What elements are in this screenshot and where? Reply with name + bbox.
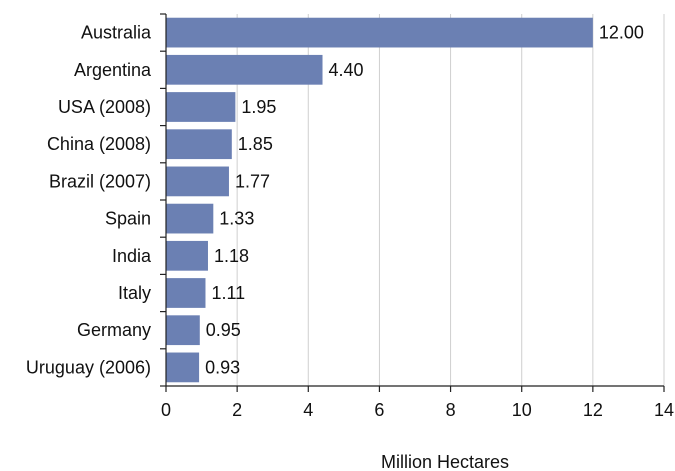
- x-tick-label: 12: [583, 400, 603, 420]
- data-label: 1.33: [219, 209, 254, 229]
- category-label: Brazil (2007): [49, 171, 151, 191]
- data-label: 1.11: [211, 283, 245, 303]
- bar: [166, 352, 200, 383]
- data-label: 1.18: [214, 246, 249, 266]
- data-label: 0.93: [205, 357, 240, 377]
- category-label: Germany: [77, 320, 151, 340]
- x-tick-label: 4: [303, 400, 313, 420]
- category-label: India: [112, 246, 152, 266]
- data-label: 1.77: [235, 171, 270, 191]
- category-label: China (2008): [47, 134, 151, 154]
- bar: [166, 315, 200, 346]
- x-tick-label: 2: [232, 400, 242, 420]
- category-label: Australia: [81, 23, 152, 43]
- bar: [166, 17, 593, 48]
- category-label: Uruguay (2006): [26, 357, 151, 377]
- bars: [166, 17, 593, 383]
- labels: 0 2 4 6 8 10 12 14 Australia 12.00 Argentina 4.40 US…: [26, 23, 674, 420]
- category-label: Spain: [105, 209, 151, 229]
- category-label: Argentina: [74, 60, 152, 80]
- data-label: 0.95: [206, 320, 241, 340]
- gridlines: [160, 13, 665, 392]
- x-tick-label: 0: [161, 400, 171, 420]
- category-label: USA (2008): [58, 97, 151, 117]
- bar: [166, 129, 232, 160]
- x-tick-label: 6: [374, 400, 384, 420]
- x-tick-label: 10: [512, 400, 532, 420]
- bar: [166, 54, 323, 85]
- bar: [166, 240, 208, 271]
- data-label: 1.85: [238, 134, 273, 154]
- data-label: 4.40: [329, 60, 364, 80]
- bar: [166, 203, 214, 234]
- bar: [166, 166, 229, 197]
- data-label: 1.95: [241, 97, 276, 117]
- bar: [166, 278, 206, 308]
- x-tick-label: 8: [446, 400, 456, 420]
- x-tick-label: 14: [654, 400, 674, 420]
- category-label: Italy: [118, 283, 151, 303]
- data-label: 12.00: [599, 23, 644, 43]
- x-axis-title: Million Hectares: [381, 452, 509, 471]
- bar: [166, 92, 236, 122]
